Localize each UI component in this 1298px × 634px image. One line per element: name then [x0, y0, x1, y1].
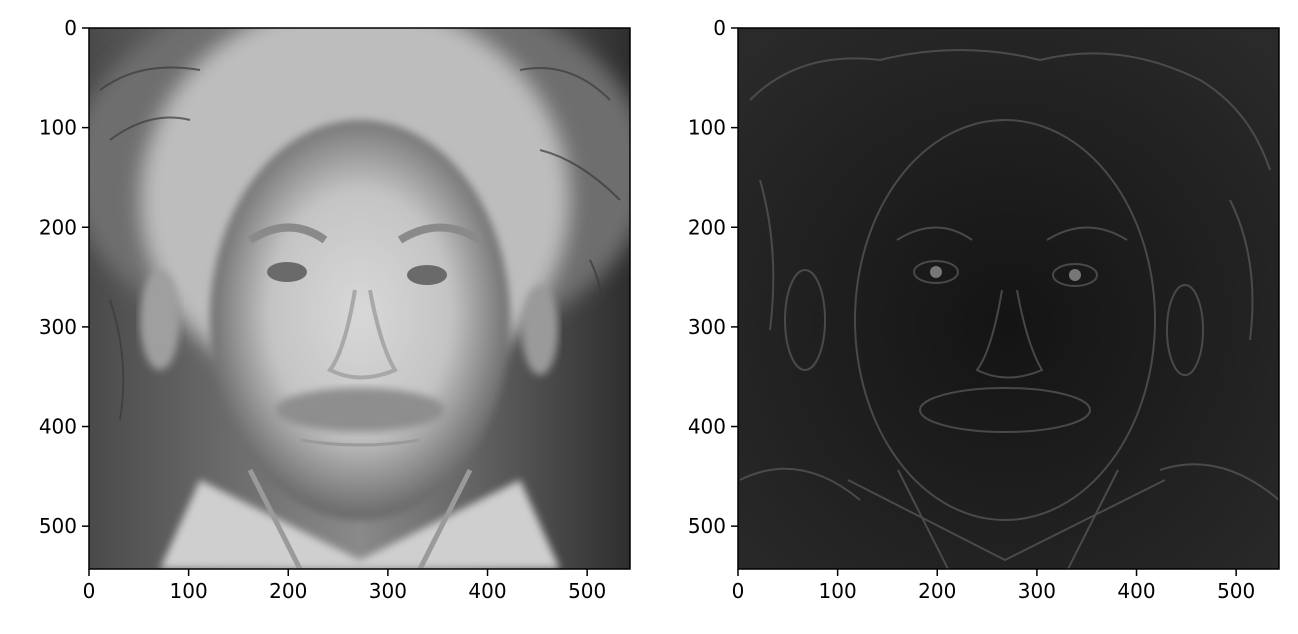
- right-xtick-label: 0: [732, 579, 745, 603]
- left-axes: [88, 27, 631, 570]
- left-ticks: 0 100 200 300 400 500 0 100 200 300 400 500: [39, 16, 606, 603]
- right-axes: [737, 27, 1280, 570]
- right-xtick-label: 300: [1018, 579, 1056, 603]
- right-ytick-label: 300: [688, 315, 726, 339]
- left-ytick-label: 300: [39, 315, 77, 339]
- right-xtick-label: 400: [1117, 579, 1155, 603]
- right-ytick-label: 400: [688, 415, 726, 439]
- right-xtick-label: 500: [1217, 579, 1255, 603]
- left-xtick-label: 400: [468, 579, 506, 603]
- left-xtick-label: 200: [269, 579, 307, 603]
- left-xtick-label: 100: [170, 579, 208, 603]
- right-ytick-label: 100: [688, 116, 726, 140]
- right-ytick-label: 0: [713, 16, 726, 40]
- right-image: [738, 28, 1279, 569]
- left-ytick-label: 500: [39, 514, 77, 538]
- right-xtick-label: 200: [918, 579, 956, 603]
- left-ytick-label: 100: [39, 116, 77, 140]
- right-ytick-label: 500: [688, 514, 726, 538]
- left-image: [89, 28, 630, 569]
- right-xtick-label: 100: [819, 579, 857, 603]
- right-ticks: 0 100 200 300 400 500 0 100 200 300 400 500: [688, 16, 1255, 603]
- left-ytick-label: 200: [39, 215, 77, 239]
- left-ytick-label: 0: [64, 16, 77, 40]
- left-xtick-label: 0: [83, 579, 96, 603]
- left-ytick-label: 400: [39, 415, 77, 439]
- left-xtick-label: 300: [369, 579, 407, 603]
- left-xtick-label: 500: [568, 579, 606, 603]
- right-ytick-label: 200: [688, 215, 726, 239]
